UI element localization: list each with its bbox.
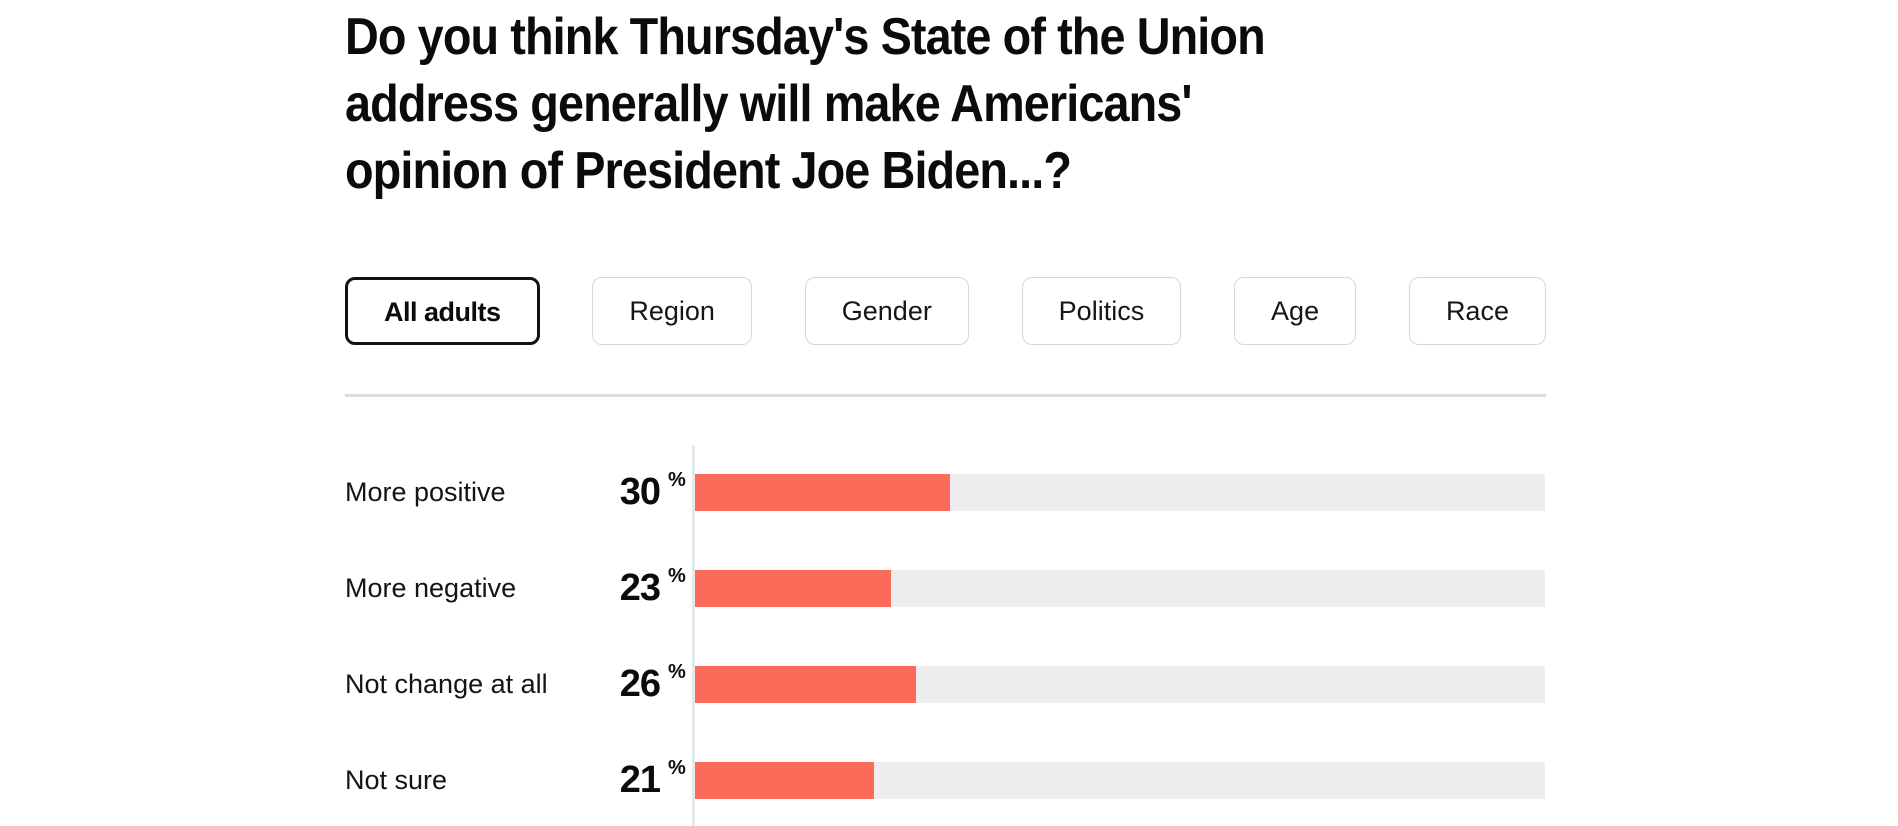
axis-line bbox=[692, 445, 695, 826]
bar-fill bbox=[695, 570, 891, 607]
bar-fill bbox=[695, 666, 916, 703]
category-label: Not change at all bbox=[345, 669, 548, 699]
percent-sign: % bbox=[668, 757, 686, 779]
poll-question-line-3: opinion of President Joe Biden...? bbox=[345, 142, 1072, 200]
bar-fill bbox=[695, 474, 950, 511]
chart-row: Not sure 21 % bbox=[345, 757, 1546, 801]
value-label: 26 bbox=[619, 663, 661, 705]
category-label: More negative bbox=[345, 573, 517, 603]
percent-sign: % bbox=[668, 469, 686, 491]
category-label: Not sure bbox=[345, 765, 448, 795]
filter-tab-region[interactable]: Region bbox=[592, 277, 752, 345]
filter-tab-age[interactable]: Age bbox=[1234, 277, 1357, 345]
value-label: 23 bbox=[619, 567, 661, 609]
chart-row: More positive 30 % bbox=[345, 469, 1546, 513]
filter-tabs: All adults Region Gender Politics Age Ra… bbox=[345, 277, 1546, 345]
poll-question-line-1: Do you think Thursday's State of the Uni… bbox=[345, 8, 1266, 66]
bar-track bbox=[695, 570, 1545, 607]
poll-widget: Do you think Thursday's State of the Uni… bbox=[345, 0, 1546, 826]
percent-sign: % bbox=[668, 565, 686, 587]
chart-row: Not change at all 26 % bbox=[345, 661, 1546, 705]
bar-chart: More positive 30 % More negative 23 % No… bbox=[345, 443, 1546, 826]
filter-tab-all-adults[interactable]: All adults bbox=[345, 277, 540, 345]
bar-track bbox=[695, 474, 1545, 511]
bar-fill bbox=[695, 762, 874, 799]
bar-track bbox=[695, 666, 1545, 703]
percent-sign: % bbox=[668, 661, 686, 683]
poll-question-line-2: address generally will make Americans' bbox=[345, 75, 1193, 133]
filter-tab-race[interactable]: Race bbox=[1408, 277, 1546, 345]
filter-tab-politics[interactable]: Politics bbox=[1021, 277, 1182, 345]
value-label: 21 bbox=[619, 759, 661, 801]
filter-tab-gender[interactable]: Gender bbox=[804, 277, 969, 345]
category-label: More positive bbox=[345, 477, 506, 507]
poll-question: Do you think Thursday's State of the Uni… bbox=[345, 4, 1266, 205]
divider bbox=[345, 394, 1546, 397]
value-label: 30 bbox=[619, 471, 661, 513]
bar-track bbox=[695, 762, 1545, 799]
chart-row: More negative 23 % bbox=[345, 565, 1546, 609]
